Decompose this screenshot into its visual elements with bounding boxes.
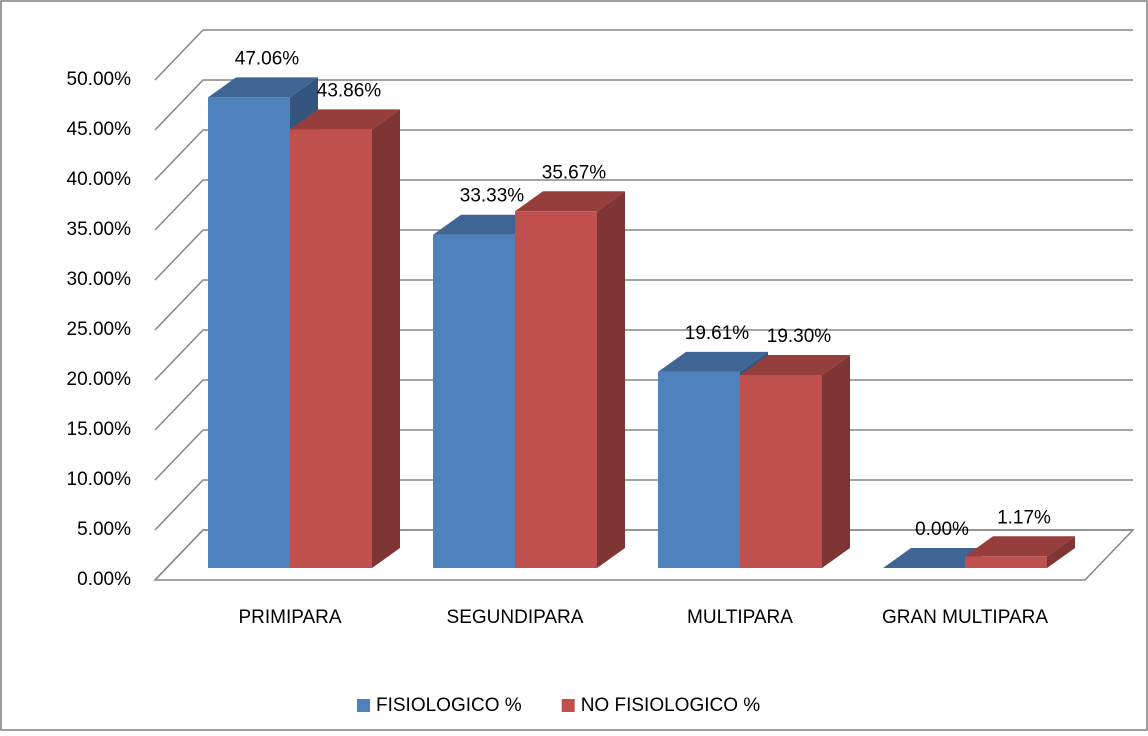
bar: [515, 191, 625, 569]
grid-line: [154, 329, 1133, 381]
data-label: 47.06%: [235, 48, 300, 69]
data-label: 19.61%: [685, 323, 750, 344]
bar-side: [822, 355, 850, 568]
bar-front: [740, 375, 822, 568]
y-tick-label: 15.00%: [67, 419, 132, 440]
legend-label: FISIOLOGICO %: [376, 695, 522, 716]
grid-line: [154, 29, 1133, 81]
bar-front: [208, 97, 290, 569]
y-tick-label: 40.00%: [67, 169, 132, 190]
y-tick-label: 20.00%: [67, 369, 132, 390]
bar-front: [658, 371, 740, 568]
bar: [965, 536, 1075, 568]
bar-top: [965, 536, 1075, 557]
bar-side: [372, 109, 400, 569]
data-label: 0.00%: [915, 519, 969, 540]
grid-line: [154, 179, 1133, 231]
bar-side: [597, 191, 625, 569]
y-tick-label: 25.00%: [67, 319, 132, 340]
legend-swatch: [561, 699, 575, 712]
y-tick-label: 50.00%: [67, 69, 132, 90]
bar-front: [515, 211, 597, 569]
bar: [290, 109, 400, 569]
y-tick-label: 5.00%: [77, 519, 131, 540]
legend-label: NO FISIOLOGICO %: [581, 695, 761, 716]
legend-swatch: [357, 699, 370, 712]
bar-top: [515, 191, 625, 212]
data-label: 33.33%: [460, 186, 525, 207]
data-label: 35.67%: [542, 162, 607, 183]
bar-front: [433, 234, 515, 568]
bar-front: [965, 556, 1047, 568]
x-tick-label: MULTIPARA: [687, 607, 793, 628]
data-label: 1.17%: [997, 507, 1051, 528]
grid-line: [154, 129, 1133, 181]
bar: [740, 355, 850, 568]
bar-top: [208, 77, 318, 98]
bar-side: [1047, 536, 1075, 568]
x-tick-label: GRAN MULTIPARA: [882, 607, 1048, 628]
bar-top: [740, 355, 850, 375]
x-tick-label: PRIMIPARA: [238, 607, 341, 628]
y-tick-label: 10.00%: [67, 469, 132, 490]
y-tick-label: 30.00%: [67, 269, 132, 290]
grid-line: [154, 279, 1133, 331]
bar-top: [290, 109, 400, 130]
y-tick-label: 45.00%: [67, 119, 132, 140]
y-tick-label: 0.00%: [77, 569, 131, 590]
bar-front: [290, 129, 372, 568]
grid-line: [154, 79, 1133, 131]
data-label: 43.86%: [317, 80, 382, 101]
data-label: 19.30%: [767, 326, 832, 347]
y-tick-label: 35.00%: [67, 219, 132, 240]
bar-top: [658, 351, 768, 372]
x-tick-label: SEGUNDIPARA: [447, 607, 584, 628]
grid-line: [154, 229, 1133, 281]
